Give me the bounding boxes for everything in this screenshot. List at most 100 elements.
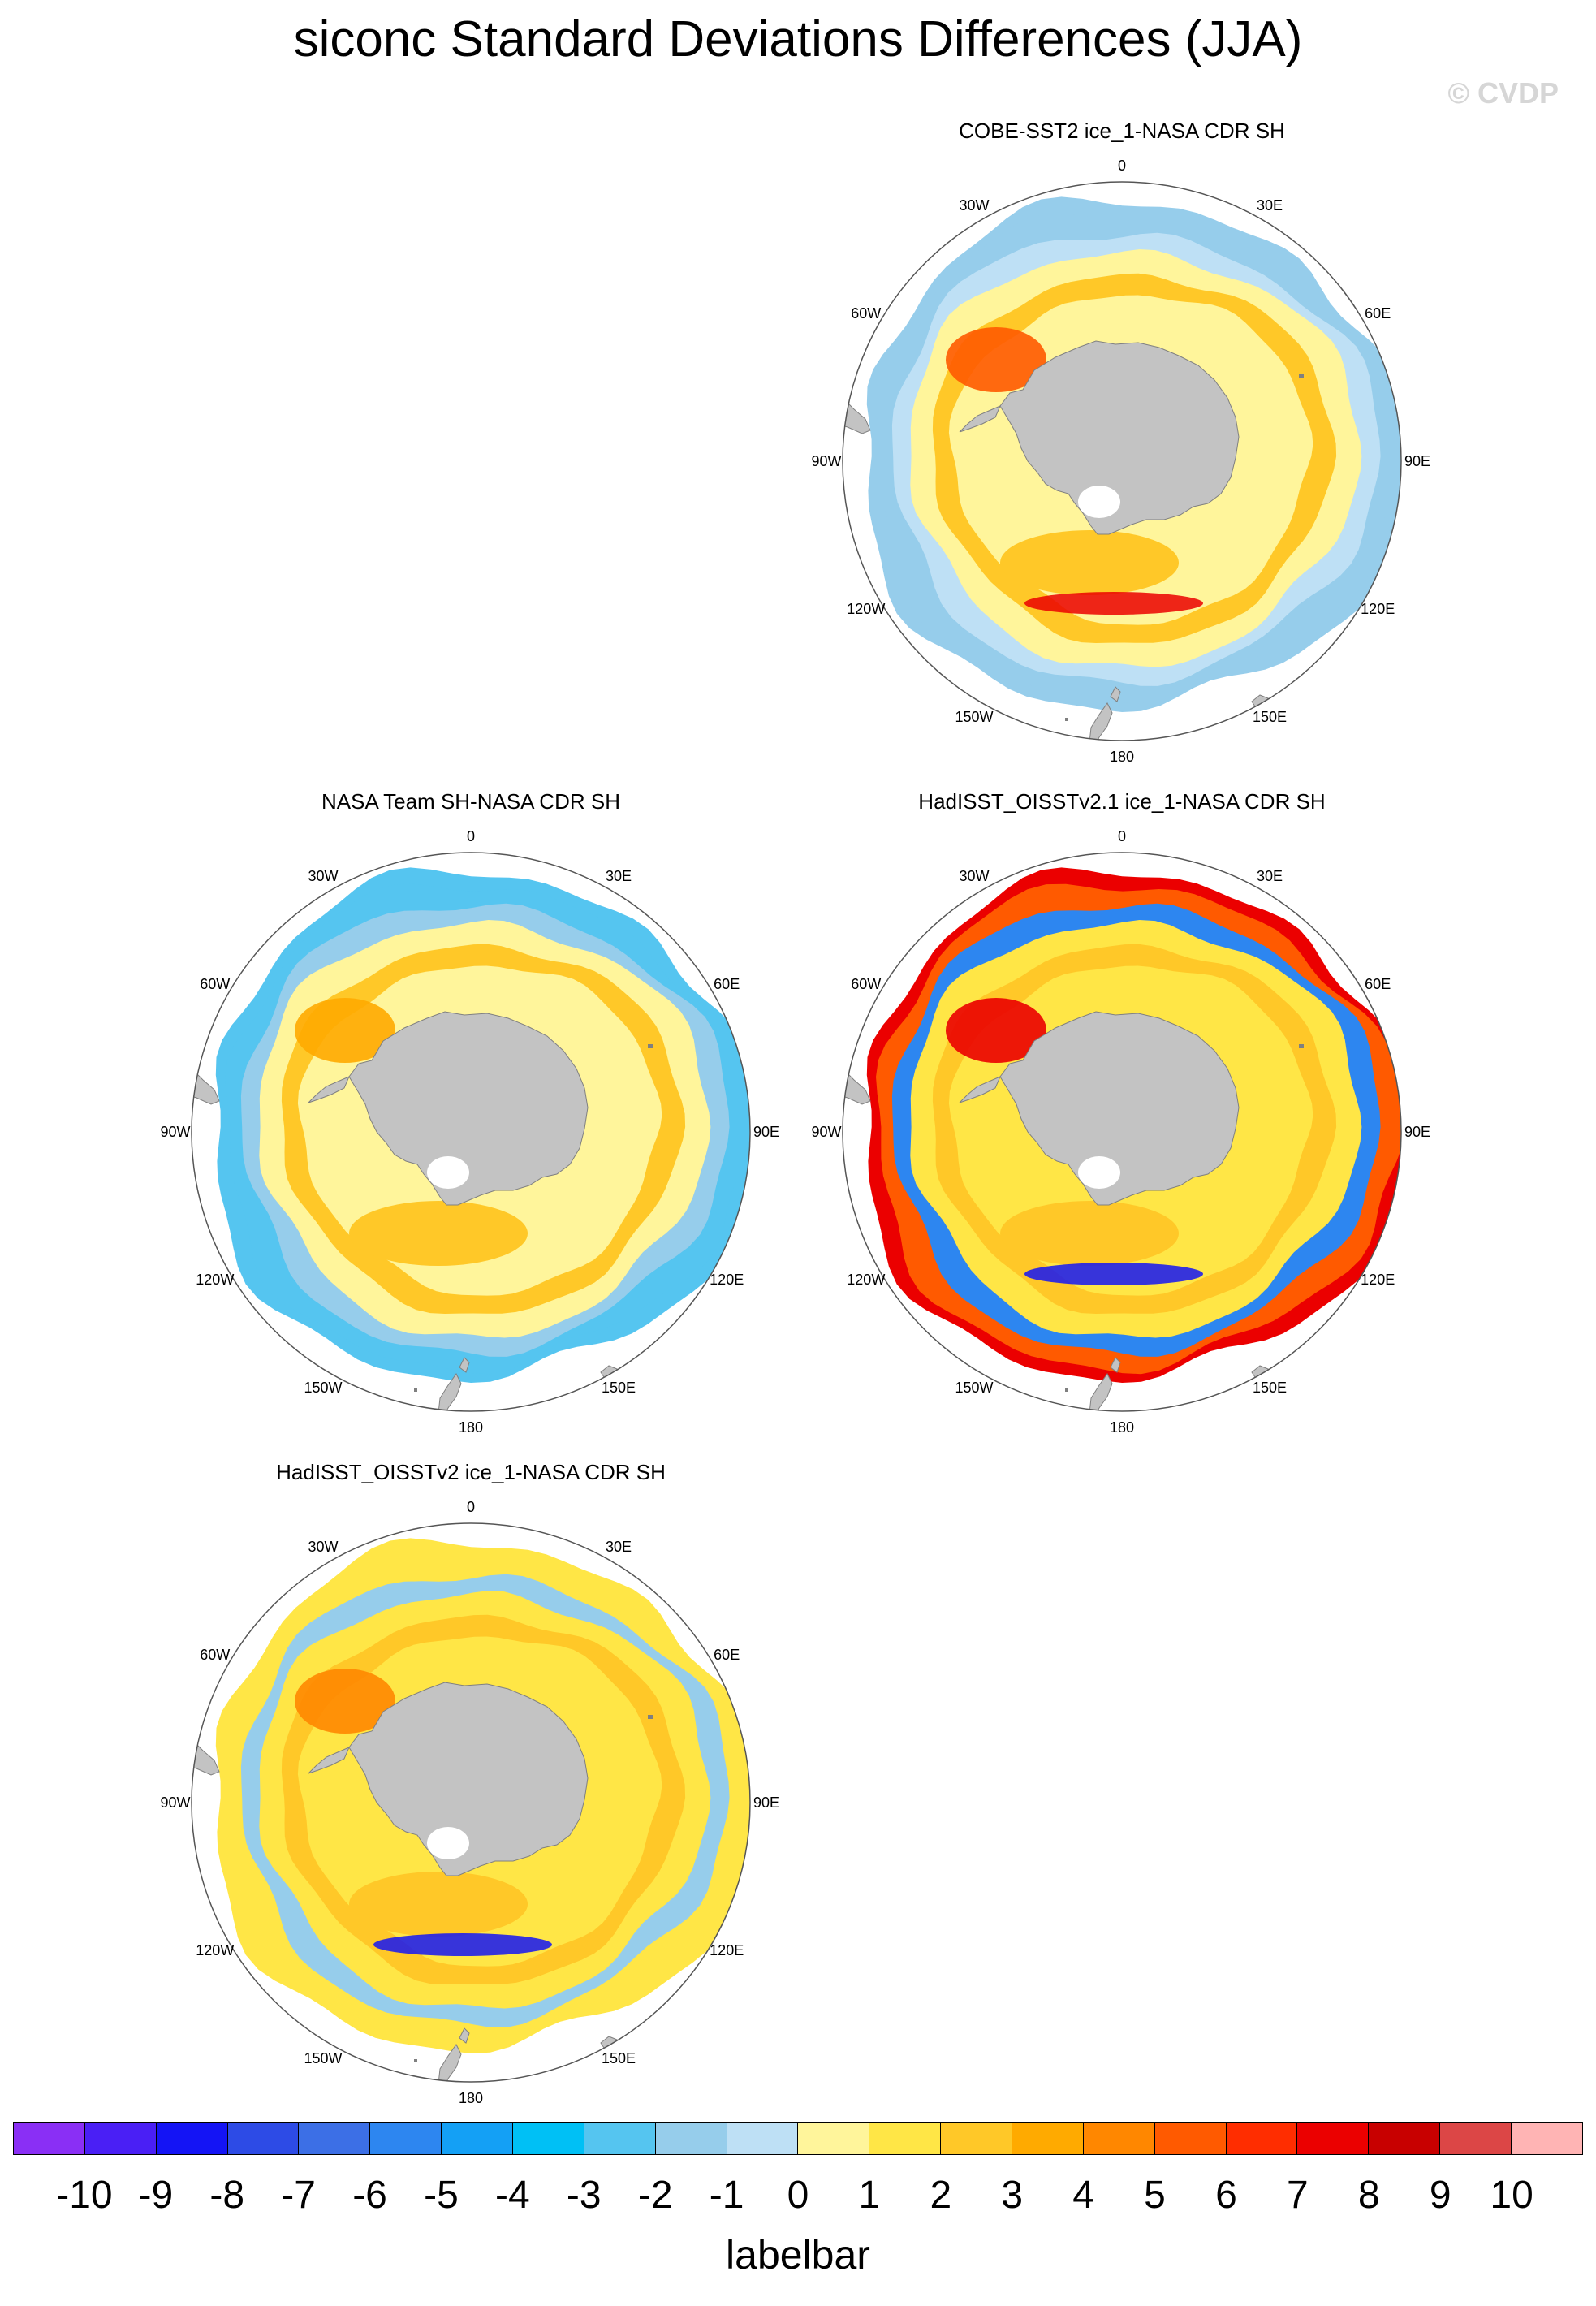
longitude-label: 90W <box>160 1124 190 1140</box>
longitude-label: 60W <box>200 1647 230 1663</box>
figure-title: siconc Standard Deviations Differences (… <box>293 11 1303 67</box>
labelbar-box-12 <box>869 2123 942 2154</box>
new-zealand <box>438 2027 470 2082</box>
new-zealand <box>1089 1357 1121 1411</box>
kerguelen-island <box>648 1044 653 1048</box>
longitude-label: 90W <box>160 1794 190 1811</box>
ross-sea-outer-anomaly <box>373 1933 552 1956</box>
kerguelen-island <box>648 1715 653 1719</box>
labelbar-tick: 0 <box>787 2174 809 2217</box>
longitude-label: 60E <box>714 1647 740 1663</box>
kerguelen-island <box>1299 1044 1304 1048</box>
antarctic-peninsula <box>959 405 1001 433</box>
map-boundary-circle <box>842 852 1402 1412</box>
chatham-island <box>1065 1388 1068 1392</box>
polar-map-hadoisst2: 0 30E 60E 90E 120E 150E 180 150W 120W 90W 60W 30W <box>160 1499 779 2106</box>
labelbar-tick: -3 <box>566 2174 602 2217</box>
cvdp-watermark: © CVDP <box>1447 76 1559 110</box>
labelbar-box-3 <box>227 2123 300 2154</box>
longitude-label: 150W <box>304 2050 342 2066</box>
labelbar-box-17 <box>1226 2123 1298 2154</box>
longitude-label: 0 <box>1118 828 1126 844</box>
antarctica-landmass <box>999 1011 1240 1206</box>
antarctic-peninsula <box>308 1076 350 1103</box>
labelbar-box-19 <box>1369 2123 1441 2154</box>
antarctic-peninsula <box>959 1076 1001 1103</box>
longitude-label: 30W <box>308 1539 338 1555</box>
longitude-label: 0 <box>1118 158 1126 174</box>
labelbar-box-11 <box>798 2123 870 2154</box>
panel-title-cobe: COBE-SST2 ice_1-NASA CDR SH <box>959 119 1285 143</box>
longitude-label: 90E <box>1404 1124 1430 1140</box>
labelbar-tick: 4 <box>1072 2174 1094 2217</box>
longitude-label: 90E <box>753 1794 779 1811</box>
longitude-label: 120W <box>847 1272 885 1288</box>
longitude-label: 120E <box>710 1942 744 1958</box>
labelbar-tick: -9 <box>138 2174 174 2217</box>
map-boundary-circle <box>191 1522 751 2083</box>
labelbar-box-4 <box>299 2123 371 2154</box>
labelbar-tick: -6 <box>352 2174 387 2217</box>
panel-title-nasateam: NASA Team SH-NASA CDR SH <box>321 789 620 814</box>
longitude-label: 120W <box>196 1942 234 1958</box>
polar-map-nasateam: 0 30E 60E 90E 120E 150E 180 150W 120W 90W 60W 30W <box>160 828 779 1436</box>
longitude-label: 90E <box>753 1124 779 1140</box>
weddell-sea-anomaly <box>946 327 1046 392</box>
longitude-label: 30W <box>308 868 338 884</box>
labelbar-box-20 <box>1440 2123 1512 2154</box>
weddell-sea-anomaly <box>946 998 1046 1063</box>
longitude-label: 150E <box>1253 1380 1287 1396</box>
labelbar-box-2 <box>156 2123 228 2154</box>
ross-sea-outer-anomaly <box>1024 592 1203 615</box>
longitude-label: 150W <box>955 709 993 725</box>
antarctica-landmass <box>348 1682 589 1876</box>
longitude-label: 30E <box>606 1539 632 1555</box>
labelbar-box-5 <box>370 2123 442 2154</box>
longitude-label: 30W <box>959 197 989 214</box>
labelbar-box-14 <box>1012 2123 1084 2154</box>
chatham-island <box>414 2059 417 2062</box>
labelbar-tick: -10 <box>56 2174 113 2217</box>
panel-title-hadoisst2: HadISST_OISSTv2 ice_1-NASA CDR SH <box>276 1460 666 1484</box>
longitude-label: 150E <box>602 2050 636 2066</box>
ross-sea-anomaly <box>349 1872 528 1937</box>
labelbar-box-15 <box>1083 2123 1155 2154</box>
labelbar-box-9 <box>655 2123 727 2154</box>
longitude-label: 0 <box>467 828 475 844</box>
south-america-tip <box>843 1043 871 1105</box>
longitude-label: 120W <box>847 601 885 617</box>
longitude-label: 90W <box>811 453 841 469</box>
labelbar-tick: 7 <box>1287 2174 1309 2217</box>
longitude-label: 30E <box>1257 868 1283 884</box>
longitude-label: 60W <box>851 976 881 992</box>
labelbar-box-10 <box>727 2123 799 2154</box>
longitude-label: 30E <box>1257 197 1283 214</box>
weddell-sea-anomaly <box>295 1669 395 1734</box>
labelbar-tick: 5 <box>1144 2174 1166 2217</box>
labelbar-tick: 2 <box>930 2174 952 2217</box>
labelbar-tick: -4 <box>495 2174 530 2217</box>
south-america-tip <box>192 1714 220 1776</box>
labelbar-title: labelbar <box>726 2232 870 2278</box>
labelbar-box-7 <box>513 2123 584 2154</box>
labelbar-tick: 10 <box>1490 2174 1533 2217</box>
longitude-label: 60E <box>1365 305 1391 322</box>
antarctica-landmass <box>999 340 1240 535</box>
labelbar-tick: 1 <box>858 2174 881 2217</box>
longitude-label: 90E <box>1404 453 1430 469</box>
longitude-label: 30E <box>606 868 632 884</box>
labelbar-box-8 <box>584 2123 656 2154</box>
labelbar-tick: -2 <box>637 2174 673 2217</box>
polar-map-hadoisst21: 0 30E 60E 90E 120E 150E 180 150W 120W 90W 60W 30W <box>811 828 1430 1436</box>
longitude-label: 120E <box>710 1272 744 1288</box>
labelbar-ticks: -10 -9 -8 -7 -6 -5 -4 -3 -2 -1 0 1 2 3 4 5 6 7 8 9 10 <box>13 2176 1583 2225</box>
ross-sea-outer-anomaly <box>1024 1263 1203 1285</box>
longitude-label: 120W <box>196 1272 234 1288</box>
chatham-island <box>1065 718 1068 721</box>
longitude-label: 60W <box>851 305 881 322</box>
longitude-label: 60W <box>200 976 230 992</box>
chatham-island <box>414 1388 417 1392</box>
color-labelbar <box>13 2122 1583 2155</box>
labelbar-tick: 3 <box>1001 2174 1024 2217</box>
panel-title-hadoisst21: HadISST_OISSTv2.1 ice_1-NASA CDR SH <box>918 789 1326 814</box>
